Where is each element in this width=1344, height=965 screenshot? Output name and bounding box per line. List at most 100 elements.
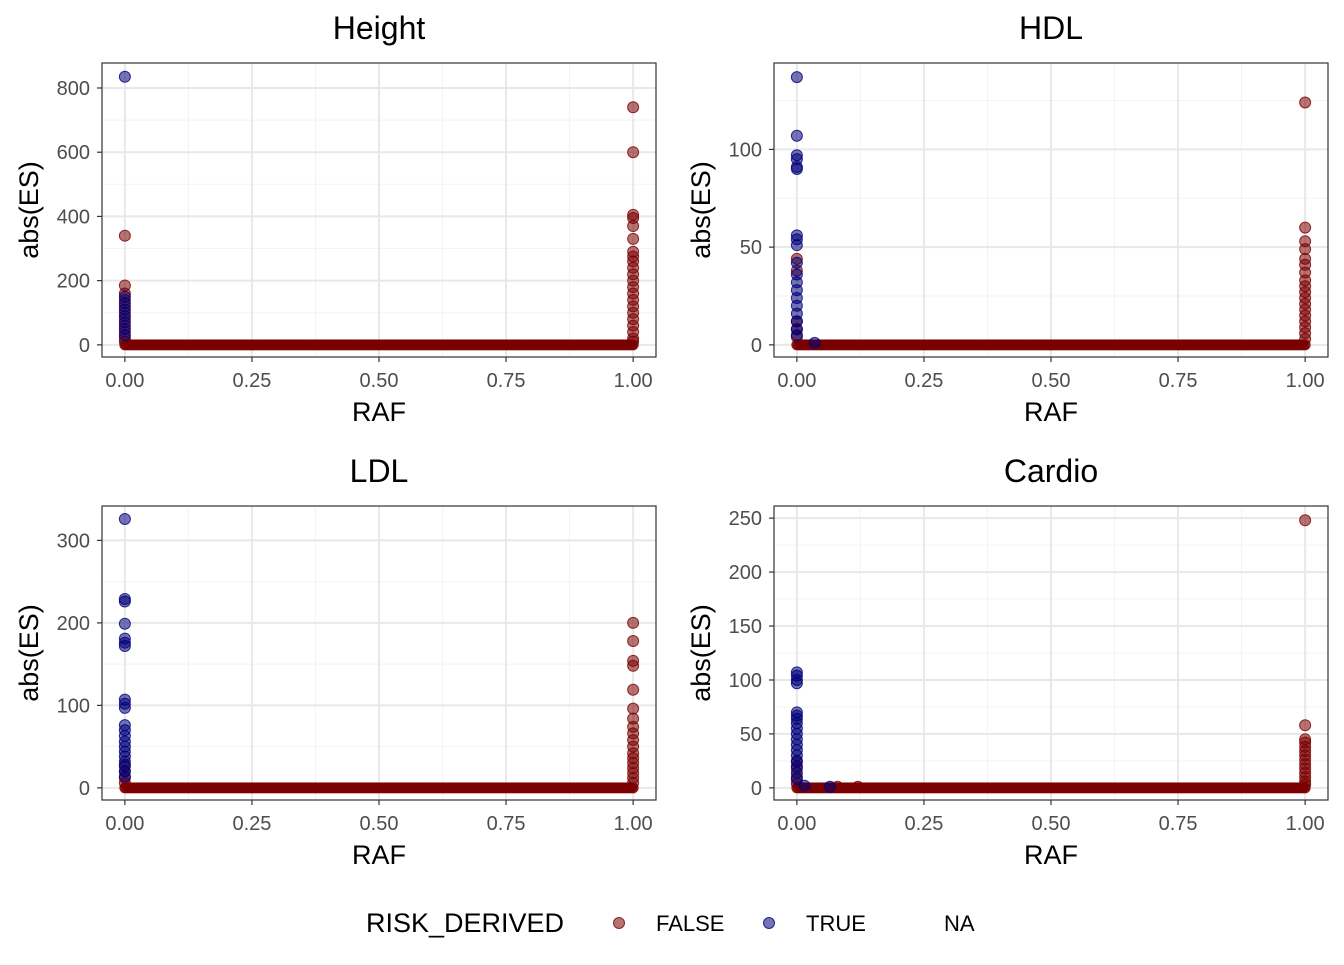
y-tick-label: 0 <box>79 778 90 800</box>
legend-label-true: TRUE <box>806 911 866 936</box>
y-axis-label: abs(ES) <box>14 161 44 259</box>
panel-title: Height <box>333 10 426 46</box>
baseline-points <box>791 782 1311 794</box>
series-true <box>790 666 836 793</box>
x-tick-label: 0.75 <box>487 370 526 392</box>
y-tick-label: 200 <box>729 562 762 584</box>
data-point <box>851 780 864 793</box>
baseline-points <box>119 782 639 794</box>
x-tick-label: 1.00 <box>614 370 653 392</box>
data-point <box>790 129 803 142</box>
y-tick-label: 100 <box>57 695 90 717</box>
panel-height: 0.00 0.25 0.50 0.75 1.00 0 200 400 600 800 Height R… <box>14 10 657 427</box>
x-tick-label: 0.25 <box>232 813 271 835</box>
x-tick-label: 0.50 <box>1032 813 1071 835</box>
y-tick-label: 250 <box>729 508 762 530</box>
data-point <box>118 229 131 242</box>
series-true <box>790 71 821 349</box>
data-point <box>118 595 131 608</box>
data-point <box>790 162 803 175</box>
data-point <box>1299 778 1312 791</box>
data-point <box>627 776 640 789</box>
x-tick-label: 0.75 <box>1159 813 1198 835</box>
x-axis-label: RAF <box>1024 397 1078 427</box>
legend-key-true <box>763 917 775 929</box>
data-point <box>627 635 640 648</box>
data-point <box>627 616 640 629</box>
panel-ldl: 0.00 0.25 0.50 0.75 1.00 0 100 200 300 LDL RAF abs(… <box>14 453 657 870</box>
y-tick-label: 200 <box>57 613 90 635</box>
panel-title: Cardio <box>1004 453 1098 489</box>
x-tick-label: 0.25 <box>904 813 943 835</box>
x-tick-label: 0.00 <box>777 370 816 392</box>
data-point <box>627 146 640 159</box>
data-point <box>118 639 131 652</box>
x-axis-label: RAF <box>1024 840 1078 870</box>
legend-title: RISK_DERIVED <box>366 908 564 938</box>
y-axis-label: abs(ES) <box>14 604 44 702</box>
y-tick-label: 0 <box>751 335 762 357</box>
data-point <box>823 780 836 793</box>
data-point <box>790 239 803 252</box>
data-point <box>118 617 131 630</box>
panel-title: LDL <box>350 453 409 489</box>
baseline-points <box>791 339 1311 351</box>
data-point <box>118 701 131 714</box>
data-point <box>627 220 640 233</box>
y-axis-label: abs(ES) <box>686 604 716 702</box>
data-point <box>1299 719 1312 732</box>
data-point <box>790 71 803 84</box>
data-point <box>627 232 640 245</box>
data-point <box>790 773 803 786</box>
x-tick-label: 0.75 <box>1159 370 1198 392</box>
data-point <box>1299 96 1312 109</box>
baseline-points <box>119 339 639 351</box>
y-tick-label: 300 <box>57 530 90 552</box>
y-tick-label: 50 <box>740 237 762 259</box>
y-tick-label: 0 <box>751 778 762 800</box>
panel-hdl: 0.00 0.25 0.50 0.75 1.00 0 50 100 HDL RAF abs(ES) <box>686 10 1329 427</box>
series-true <box>118 512 131 783</box>
data-point <box>118 329 131 342</box>
data-point <box>790 256 803 269</box>
x-tick-label: 0.50 <box>1032 370 1071 392</box>
legend-label-na: NA <box>944 911 975 936</box>
y-tick-label: 150 <box>729 616 762 638</box>
data-point <box>1299 514 1312 527</box>
data-point <box>790 329 803 342</box>
y-tick-label: 800 <box>57 78 90 100</box>
data-point <box>790 677 803 690</box>
y-tick-label: 400 <box>57 206 90 228</box>
x-tick-label: 0.00 <box>105 813 144 835</box>
data-point <box>627 683 640 696</box>
y-tick-label: 200 <box>57 271 90 293</box>
y-tick-label: 100 <box>729 139 762 161</box>
x-tick-label: 0.50 <box>360 813 399 835</box>
data-point <box>118 512 131 525</box>
y-tick-label: 100 <box>729 670 762 692</box>
data-point <box>627 335 640 348</box>
series-true <box>118 70 131 342</box>
data-point <box>627 702 640 715</box>
data-point <box>1299 221 1312 234</box>
legend: RISK_DERIVED FALSE TRUE NA <box>366 908 975 938</box>
x-tick-label: 0.50 <box>360 370 399 392</box>
x-axis-label: RAF <box>352 397 406 427</box>
x-axis-label: RAF <box>352 840 406 870</box>
panel-cardio: 0.00 0.25 0.50 0.75 1.00 0 50 100 150 200 250 Cardi… <box>686 453 1329 870</box>
x-tick-label: 0.75 <box>487 813 526 835</box>
y-tick-label: 50 <box>740 724 762 746</box>
data-point <box>1299 332 1312 345</box>
x-tick-label: 1.00 <box>1286 370 1325 392</box>
legend-label-false: FALSE <box>656 911 724 936</box>
data-point <box>118 70 131 83</box>
x-tick-label: 0.00 <box>105 370 144 392</box>
data-point <box>627 101 640 114</box>
data-point <box>627 659 640 672</box>
x-tick-label: 0.25 <box>904 370 943 392</box>
x-tick-label: 0.00 <box>777 813 816 835</box>
x-tick-label: 1.00 <box>1286 813 1325 835</box>
y-tick-label: 600 <box>57 142 90 164</box>
data-point <box>808 336 821 349</box>
